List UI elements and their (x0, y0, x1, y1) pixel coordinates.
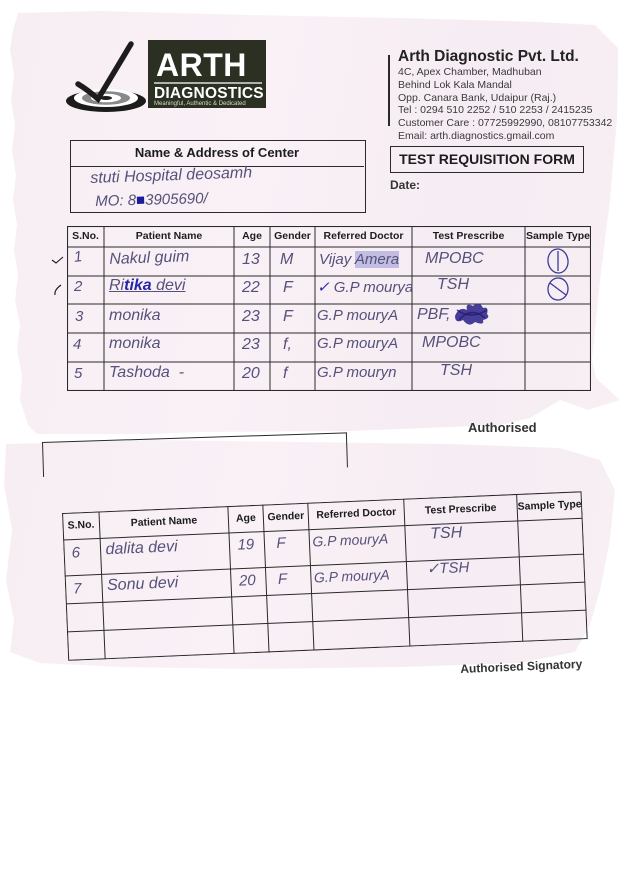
svg-text:Meaningful, Authentic & Dedica: Meaningful, Authentic & Dedicated (154, 101, 246, 107)
svg-text:ARTH: ARTH (156, 47, 247, 83)
svg-text:DIAGNOSTICS: DIAGNOSTICS (154, 85, 264, 102)
